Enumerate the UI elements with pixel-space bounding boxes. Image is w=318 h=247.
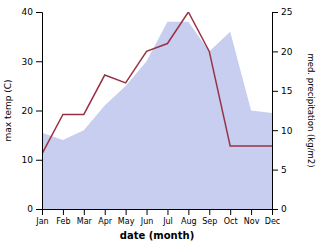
y2-tick: 5	[272, 165, 287, 175]
tick-mark	[36, 61, 42, 62]
x-tick: Feb	[56, 209, 70, 226]
tick-label: Feb	[56, 217, 70, 226]
tick-label: 20	[22, 106, 34, 116]
x-axis-title: date (month)	[120, 230, 194, 241]
tick-label: May	[118, 217, 135, 226]
tick-label: Sep	[202, 217, 217, 226]
tick-mark	[36, 111, 42, 112]
tick-mark	[272, 12, 278, 13]
tick-label: Aug	[181, 217, 197, 226]
x-tick: Dec	[265, 209, 280, 226]
y-tick: 20	[22, 106, 42, 116]
tick-mark	[36, 209, 42, 210]
x-tick: Nov	[244, 209, 260, 226]
tick-label: 5	[281, 165, 287, 175]
tick-mark	[36, 160, 42, 161]
tick-mark	[272, 130, 278, 131]
tick-label: 0	[27, 204, 33, 214]
tick-label: Nov	[244, 217, 260, 226]
x-tick: Jul	[162, 209, 173, 226]
y2-tick: 15	[272, 86, 292, 96]
y2-axis: 0 5 10 15 20 25	[272, 7, 293, 214]
tick-label: 0	[281, 204, 287, 214]
axis-line	[273, 13, 279, 210]
tick-mark	[272, 170, 278, 171]
x-tick: Aug	[181, 209, 197, 226]
tick-label: 10	[281, 126, 293, 136]
tick-label: 40	[22, 7, 34, 17]
tick-label: 30	[22, 57, 34, 67]
tick-mark	[188, 209, 189, 215]
y-axis: 0 10 20 30 40	[22, 7, 43, 214]
x-tick: Mar	[77, 209, 93, 226]
tick-mark	[251, 209, 252, 215]
tick-label: Oct	[224, 217, 238, 226]
y-tick: 0	[27, 204, 42, 214]
tick-mark	[272, 209, 278, 210]
tick-label: 25	[281, 7, 292, 17]
axis-line	[43, 210, 273, 216]
plot: JanFebMarAprMayJunJulAugSepOctNovDec0102…	[22, 7, 293, 225]
area	[42, 22, 272, 209]
y2-tick: 0	[272, 204, 287, 214]
tick-mark	[230, 209, 231, 215]
tick-mark	[167, 209, 168, 215]
x-tick: Apr	[98, 209, 113, 226]
tick-label: 10	[22, 155, 34, 165]
chart: JanFebMarAprMayJunJulAugSepOctNovDec0102…	[0, 0, 318, 247]
tick-label: Apr	[98, 217, 113, 226]
tick-mark	[84, 209, 85, 215]
x-axis: Jan Feb Mar Apr May Jun Jul Aug Sep Oct Nov Dec	[35, 209, 280, 226]
tick-mark	[126, 209, 127, 215]
y2-axis-title: med. precipitation (kg/m2)	[306, 53, 316, 167]
y2-tick: 20	[272, 47, 293, 57]
tick-label: Dec	[265, 217, 280, 226]
tick-label: Jul	[162, 217, 173, 226]
x-tick: May	[118, 209, 135, 226]
y-tick: 10	[22, 155, 42, 165]
x-tick: Oct	[224, 209, 238, 226]
y-axis-title: max temp (C)	[3, 79, 13, 141]
tick-label: 20	[281, 47, 293, 57]
tick-label: Jun	[140, 217, 154, 226]
x-tick: Jun	[140, 209, 154, 226]
marks	[42, 12, 272, 209]
y2-tick: 25	[272, 7, 292, 17]
tick-mark	[272, 51, 278, 52]
x-tick: Jan	[35, 209, 48, 226]
tick-mark	[63, 209, 64, 215]
tick-mark	[272, 91, 278, 92]
line	[42, 12, 272, 154]
tick-mark	[36, 12, 42, 13]
y2-tick: 10	[272, 126, 293, 136]
tick-label: Mar	[77, 217, 93, 226]
tick-label: Jan	[35, 217, 48, 226]
tick-mark	[147, 209, 148, 215]
x-tick: Sep	[202, 209, 217, 226]
y-tick: 40	[22, 7, 42, 17]
y-tick: 30	[22, 57, 42, 67]
tick-mark	[105, 209, 106, 215]
axis-line	[36, 13, 43, 210]
tick-label: 15	[281, 86, 292, 96]
tick-mark	[209, 209, 210, 215]
